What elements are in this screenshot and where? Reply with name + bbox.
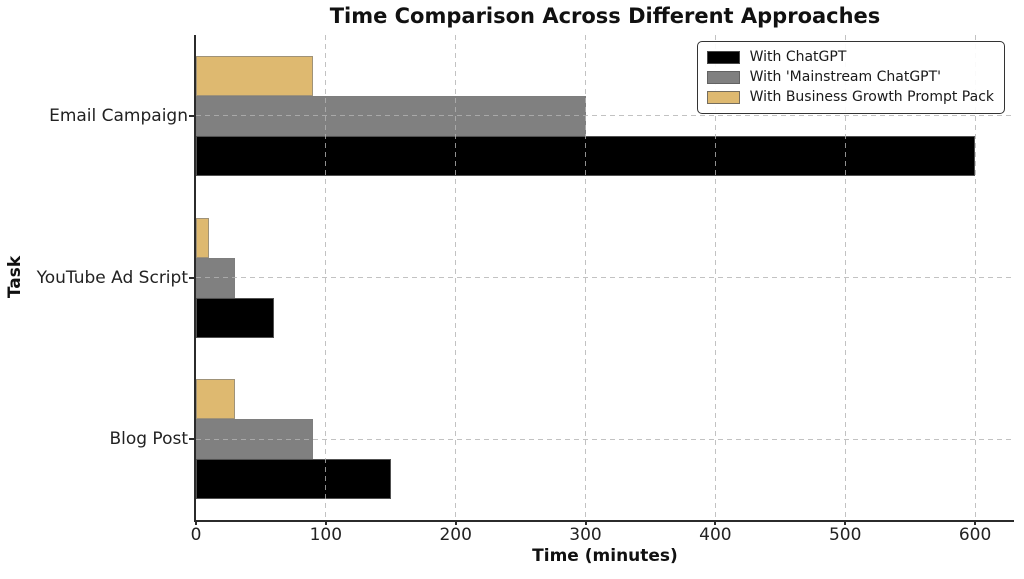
gridline-y-1 (196, 277, 1014, 278)
legend-label: With Business Growth Prompt Pack (749, 89, 994, 105)
legend-swatch (706, 70, 740, 84)
legend-swatch (706, 50, 740, 64)
gridline-y-2 (196, 438, 1014, 440)
x-tick-mark-200 (454, 520, 457, 525)
x-tick-label: 0 (190, 525, 202, 545)
y-tick-mark-0 (189, 114, 195, 117)
bar-1-0 (196, 297, 274, 338)
legend-label: With ChatGPT (749, 49, 847, 65)
legend-swatch (706, 90, 740, 104)
x-tick-mark-500 (844, 520, 847, 525)
y-tick-mark-2 (189, 438, 195, 441)
x-tick-mark-400 (714, 520, 717, 525)
bar-2-0 (196, 459, 391, 500)
legend: With ChatGPT With 'Mainstream ChatGPT' Wit… (696, 41, 1005, 114)
x-tick-label: 500 (828, 525, 862, 545)
x-tick-mark-300 (584, 520, 587, 525)
x-tick-mark-600 (974, 520, 977, 525)
legend-item-2: With Business Growth Prompt Pack (706, 87, 994, 107)
x-tick-label: 200 (439, 525, 472, 545)
x-tick-mark-0 (195, 520, 197, 525)
chart-title: Time Comparison Across Different Approac… (329, 4, 881, 28)
y-axis-spine (194, 35, 196, 522)
bar-2-2 (196, 379, 235, 420)
x-axis-label: Time (minutes) (532, 546, 678, 566)
y-tick-label: YouTube Ad Script (36, 267, 188, 288)
legend-item-0: With ChatGPT (706, 47, 994, 67)
gridline-y-0 (196, 115, 1014, 117)
y-tick-label: Email Campaign (49, 105, 188, 126)
x-tick-label: 600 (958, 525, 992, 545)
legend-label: With 'Mainstream ChatGPT' (749, 69, 942, 85)
bar-0-2 (196, 55, 313, 96)
y-tick-label: Blog Post (109, 429, 188, 450)
plot-area (194, 35, 1014, 522)
x-tick-mark-100 (324, 520, 327, 525)
legend-item-1: With 'Mainstream ChatGPT' (706, 67, 994, 87)
y-tick-mark-1 (189, 276, 195, 279)
x-tick-label: 300 (569, 525, 602, 545)
bar-1-2 (196, 217, 209, 258)
x-tick-label: 100 (309, 525, 343, 545)
x-axis-spine (194, 520, 1014, 522)
x-tick-label: 400 (699, 525, 732, 545)
